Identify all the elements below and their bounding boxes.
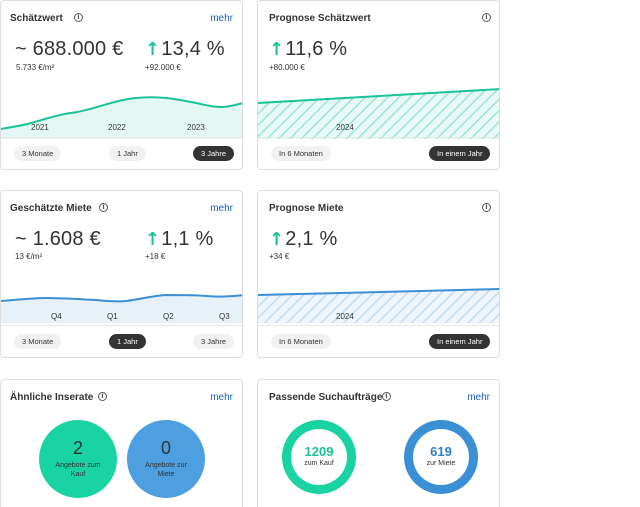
rent-value: ~ 1.608 € [15,228,101,250]
pill-3-years[interactable]: 3 Jahre [193,146,235,161]
rent-chart [1,293,242,323]
forecast-rent-line [258,288,499,296]
pill-3-years[interactable]: 3 Jahre [193,334,235,349]
estimate-change-abs: +92.000 € [145,63,181,72]
estimate-title: Schätzwert [10,13,63,24]
arrow-up-icon: ↑ [145,229,161,250]
info-icon[interactable]: i [98,392,107,401]
buy-searches-ring[interactable]: 1209 zum Kauf [282,420,356,494]
buy-listings-count: 2 [72,438,83,458]
estimate-tick: 2022 [108,123,126,132]
divider [1,137,242,138]
arrow-up-icon: ↑ [145,39,161,60]
forecast-estimate-title: Prognose Schätzwert [269,13,371,24]
estimate-tick: 2021 [31,123,49,132]
rent-tick: Q1 [107,312,118,321]
rent-more-link[interactable]: mehr [210,203,233,214]
pill-3-months[interactable]: 3 Monate [14,334,62,349]
rent-tick: Q3 [219,312,230,321]
rent-tick: Q2 [163,312,174,321]
estimate-value: ~ 688.000 € [15,38,124,60]
forecast-estimate-line [258,88,499,104]
similar-title: Ähnliche Inserate [10,392,94,403]
searches-more-link[interactable]: mehr [467,392,490,403]
pill-1-year[interactable]: 1 Jahr [109,334,146,349]
search-requests-card: Passende Suchaufträge i mehr 1209 zum Ka… [257,379,500,507]
forecast-rent-change-abs: +34 € [269,252,290,261]
forecast-rent-card: Prognose Miete i ↑2,1 % +34 € 2024 In 6 … [257,190,500,358]
rent-searches-count: 619 [430,444,452,459]
info-icon[interactable]: i [482,13,491,22]
pill-6-months[interactable]: In 6 Monaten [271,334,331,349]
estimate-card: Schätzwert i mehr ~ 688.000 € 5.733 €/m²… [0,0,243,170]
buy-searches-count: 1209 [304,444,334,459]
rent-tick: Q4 [51,312,62,321]
info-icon[interactable]: i [74,13,83,22]
rent-change-abs: +18 € [145,252,166,261]
searches-title: Passende Suchaufträge [269,392,383,403]
info-icon[interactable]: i [482,203,491,212]
rent-title: Geschätzte Miete [10,203,92,214]
forecast-estimate-change-abs: +80.000 € [269,63,305,72]
divider [258,137,499,138]
forecast-estimate-tick: 2024 [336,123,354,132]
rent-searches-label: zur Miete [426,460,456,467]
rent-per-sqm: 13 €/m² [15,252,43,261]
forecast-rent-chart [258,288,499,323]
rent-change-value: 1,1 % [161,228,214,250]
divider [258,325,499,326]
forecast-rent-title: Prognose Miete [269,203,344,214]
buy-listings-label: Angebote zum Kauf [55,462,101,478]
similar-listings-card: Ähnliche Inserate i mehr 2 Angebote zum … [0,379,243,507]
rent-searches-ring[interactable]: 619 zur Miete [404,420,478,494]
forecast-estimate-card: Prognose Schätzwert i ↑11,6 % +80.000 € … [257,0,500,170]
rent-listings-label: Angebote zur Miete [145,462,187,478]
pill-one-year[interactable]: In einem Jahr [429,146,491,161]
pill-1-year[interactable]: 1 Jahr [109,146,146,161]
estimate-tick: 2023 [187,123,205,132]
buy-listings-circle[interactable]: 2 Angebote zum Kauf [39,420,117,498]
similar-more-link[interactable]: mehr [210,392,233,403]
estimate-change: ↑13,4 % [145,38,225,61]
forecast-rent-change: ↑2,1 % [269,228,337,251]
rent-listings-circle[interactable]: 0 Angebote zur Miete [127,420,205,498]
forecast-rent-change-value: 2,1 % [285,228,338,250]
forecast-estimate-change: ↑11,6 % [269,38,347,61]
buy-searches-inner: 1209 zum Kauf [291,429,347,485]
arrow-up-icon: ↑ [269,39,285,60]
rent-line [1,293,242,303]
forecast-rent-tick: 2024 [336,312,354,321]
rent-change: ↑1,1 % [145,228,213,251]
estimate-change-value: 13,4 % [161,38,225,60]
rent-searches-inner: 619 zur Miete [413,429,469,485]
rent-listings-count: 0 [160,438,171,458]
estimate-chart [1,96,242,139]
divider [1,325,242,326]
pill-one-year[interactable]: In einem Jahr [429,334,491,349]
arrow-up-icon: ↑ [269,229,285,250]
estimate-per-sqm: 5.733 €/m² [16,63,55,72]
info-icon[interactable]: i [99,203,108,212]
estimate-line [1,96,242,130]
forecast-estimate-change-value: 11,6 % [285,38,348,60]
pill-3-months[interactable]: 3 Monate [14,146,62,161]
info-icon[interactable]: i [382,392,391,401]
forecast-estimate-chart [258,88,499,139]
estimate-more-link[interactable]: mehr [210,13,233,24]
rent-card: Geschätzte Miete i mehr ~ 1.608 € 13 €/m… [0,190,243,358]
buy-searches-label: zum Kauf [304,460,334,467]
pill-6-months[interactable]: In 6 Monaten [271,146,331,161]
